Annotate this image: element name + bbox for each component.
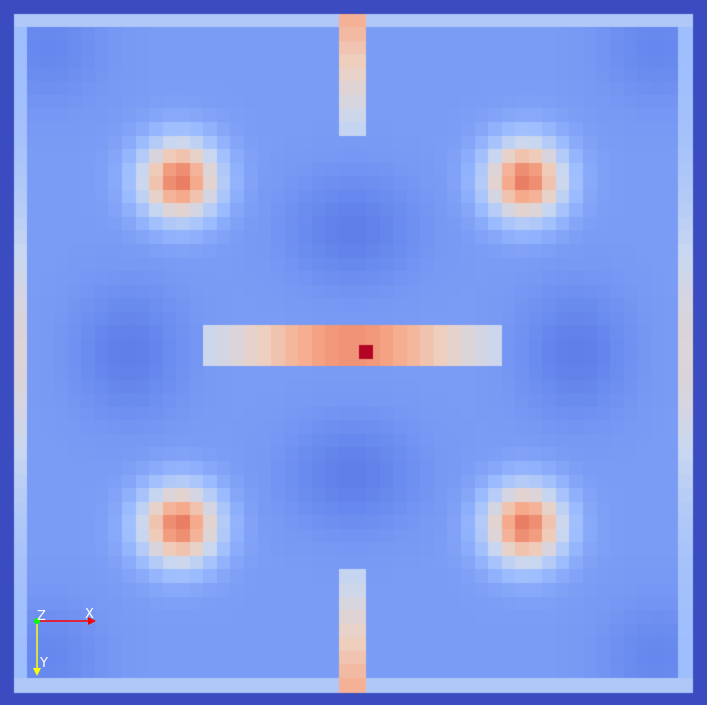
- render-viewport[interactable]: X Y Z: [0, 0, 707, 705]
- scalar-field-heatmap[interactable]: [0, 0, 707, 705]
